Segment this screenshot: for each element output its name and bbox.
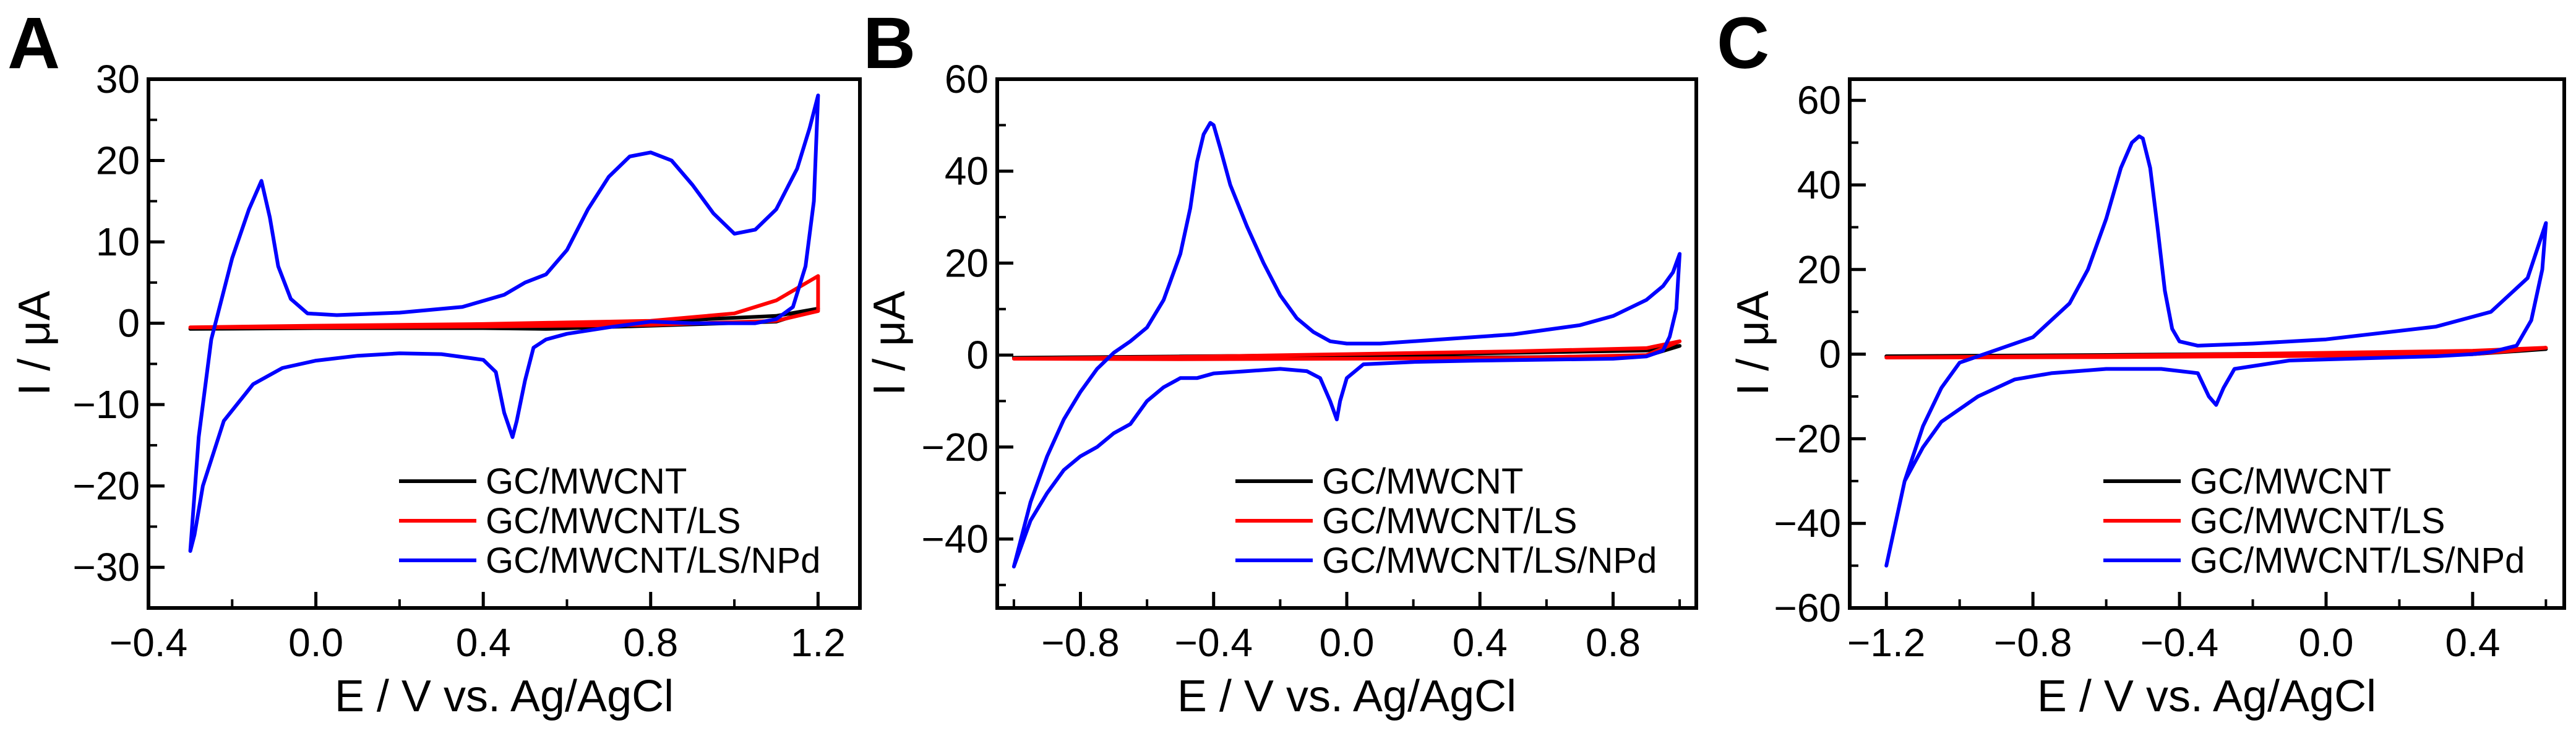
panel-a-x-ticks: −0.4 0.0 0.4 0.8 1.2 [109, 592, 846, 665]
panel-a: A −30 −20 −10 0 10 20 30 −0.4 0.0 0.4 0.8 1.2 E / … [7, 2, 862, 721]
panel-c-legend-label: GC/MWCNT [2190, 461, 2391, 502]
panel-a-x-axis-title: E / V vs. Ag/AgCl [335, 672, 674, 721]
panel-b-x-tick-label: 0.4 [1453, 620, 1508, 665]
panel-a-y-tick-label: −20 [72, 464, 140, 508]
panel-a-x-tick-label: 0.0 [288, 620, 343, 665]
panel-c-series-line-3 [1884, 134, 2548, 568]
panel-b-series-line-3 [1011, 121, 1682, 569]
panel-c-y-tick-label: −20 [1774, 416, 1841, 461]
panel-b-y-axis-title: I / μA [865, 291, 914, 396]
panel-a-x-tick-label: 0.4 [456, 620, 511, 665]
panel-b-x-ticks: −0.8 −0.4 0.0 0.4 0.8 [1012, 592, 1681, 665]
panel-b-y-tick-label: 60 [945, 57, 989, 101]
panel-c-x-axis-title: E / V vs. Ag/AgCl [2037, 672, 2376, 721]
panel-c-x-tick-label: 0.0 [2299, 620, 2354, 665]
panel-b-x-axis-title: E / V vs. Ag/AgCl [1177, 672, 1516, 721]
panel-b-y-tick-label: 40 [945, 149, 989, 194]
panel-c: C −60 −40 −20 0 20 40 60 −1.2 −0.8 −0.4 0.0 0.4 E … [1717, 2, 2566, 721]
panel-c-y-tick-label: −60 [1774, 586, 1841, 630]
panel-b-y-ticks: −40 −20 0 20 40 60 [921, 57, 1013, 586]
panel-a-y-tick-label: 30 [96, 57, 140, 101]
panel-c-plot-frame [1848, 77, 2566, 610]
panel-c-series-group [1884, 134, 2548, 568]
panel-a-y-tick-label: −30 [72, 545, 140, 589]
panel-a-y-tick-label: 10 [96, 220, 140, 264]
panel-c-y-tick-label: 40 [1797, 163, 1841, 207]
panel-b-x-tick-label: −0.4 [1175, 620, 1253, 665]
panel-a-legend-label: GC/MWCNT/LS [486, 501, 741, 541]
panel-a-y-axis-title: I / μA [10, 291, 59, 396]
panel-a-y-ticks: −30 −20 −10 0 10 20 30 [72, 57, 165, 589]
panel-b-series-group [1011, 121, 1682, 569]
panel-a-x-tick-label: 0.8 [623, 620, 678, 665]
panel-a-legend-label: GC/MWCNT [486, 461, 687, 502]
panel-b-x-tick-label: −0.8 [1041, 620, 1119, 665]
panel-c-series-line-2 [1884, 346, 2548, 360]
panel-a-x-tick-label: 1.2 [791, 620, 846, 665]
panel-c-y-axis-title: I / μA [1728, 291, 1778, 396]
panel-a-series-line-2 [188, 274, 820, 330]
panel-b-y-tick-label: −40 [921, 516, 989, 561]
panel-c-x-tick-label: −0.8 [1994, 620, 2072, 665]
panel-c-y-ticks: −60 −40 −20 0 20 40 60 [1774, 78, 1866, 630]
panel-c-legend-label: GC/MWCNT/LS/NPd [2190, 541, 2525, 581]
panel-b-y-tick-label: −20 [921, 425, 989, 469]
panel-a-y-tick-label: 0 [118, 301, 140, 346]
panel-c-x-tick-label: −0.4 [2140, 620, 2218, 665]
panel-a-series-line-3 [188, 93, 820, 553]
panel-c-x-tick-label: −1.2 [1847, 620, 1925, 665]
panel-b-y-tick-label: 0 [966, 333, 989, 377]
panel-b-legend-label: GC/MWCNT/LS/NPd [1322, 541, 1657, 581]
panel-a-y-tick-label: −10 [72, 382, 140, 427]
panel-a-series-group [188, 93, 820, 553]
panel-a-legend-label: GC/MWCNT/LS/NPd [486, 541, 820, 581]
panel-c-x-tick-label: 0.4 [2445, 620, 2500, 665]
panel-c-y-tick-label: 0 [1819, 332, 1841, 377]
panel-b-x-tick-label: 0.8 [1586, 620, 1641, 665]
panel-b-legend-label: GC/MWCNT [1322, 461, 1523, 502]
panel-b-y-tick-label: 20 [945, 241, 989, 285]
panel-letter-b: B [863, 2, 916, 84]
panel-c-x-ticks: −1.2 −0.8 −0.4 0.0 0.4 [1847, 592, 2548, 665]
panel-letter-a: A [7, 2, 60, 84]
panel-a-y-tick-label: 20 [96, 139, 140, 183]
panel-c-y-tick-label: 60 [1797, 78, 1841, 122]
panel-a-x-tick-label: −0.4 [109, 620, 187, 665]
panel-a-plot-frame [147, 77, 862, 610]
panel-c-y-tick-label: 20 [1797, 247, 1841, 292]
panel-letter-c: C [1717, 2, 1769, 84]
panel-b-x-tick-label: 0.0 [1320, 620, 1375, 665]
panel-b-legend-label: GC/MWCNT/LS [1322, 501, 1577, 541]
panel-b-series-line-2 [1011, 339, 1682, 361]
panel-c-legend-label: GC/MWCNT/LS [2190, 501, 2445, 541]
panel-c-y-tick-label: −40 [1774, 501, 1841, 546]
panel-b: B −40 −20 0 20 40 60 −0.8 −0.4 0.0 0.4 0.8 E / V … [863, 2, 1698, 721]
